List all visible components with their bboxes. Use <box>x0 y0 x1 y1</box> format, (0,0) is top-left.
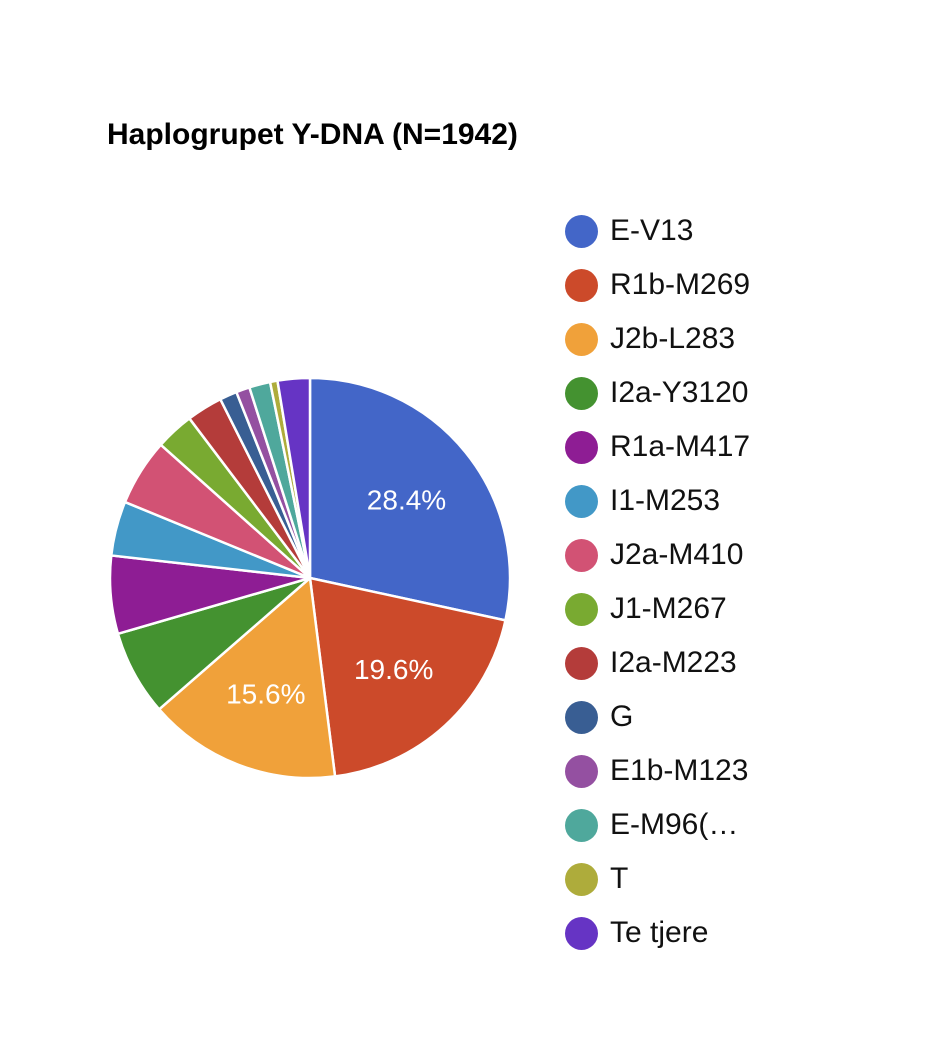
pie-slice-1 <box>308 376 512 622</box>
legend-swatch <box>565 592 598 626</box>
chart-title: Haplogrupet Y-DNA (N=1942) <box>107 118 518 151</box>
pie-slice-14 <box>276 376 312 580</box>
legend-swatch <box>565 214 598 248</box>
legend-label: E-V13 <box>610 214 694 247</box>
legend-swatch <box>565 376 598 410</box>
slice-value-label: 15.6% <box>226 678 305 709</box>
slice-value-label: 19.6% <box>354 654 433 685</box>
legend-label: T <box>610 862 629 895</box>
legend-swatch <box>565 322 598 356</box>
legend-label: R1b-M269 <box>610 268 751 301</box>
legend-item: I1-M253 <box>565 474 750 528</box>
legend-label: J1-M267 <box>610 592 727 625</box>
legend-swatch <box>565 916 598 950</box>
legend-swatch <box>565 808 598 842</box>
legend-swatch <box>565 538 598 572</box>
legend: E-V13 R1b-M269 J2b-L283 I2a-Y3120 R1a-M417 I1… <box>565 204 750 960</box>
legend-label: I2a-Y3120 <box>610 376 749 409</box>
legend-label: R1a-M417 <box>610 430 751 463</box>
legend-item: J2a-M410 <box>565 528 750 582</box>
legend-item: E1b-M123 <box>565 744 750 798</box>
pie-slice-2 <box>308 576 507 778</box>
legend-swatch <box>565 700 598 734</box>
legend-item: R1a-M417 <box>565 420 750 474</box>
legend-swatch <box>565 754 598 788</box>
legend-item: G <box>565 690 750 744</box>
legend-item: T <box>565 852 750 906</box>
legend-swatch <box>565 430 598 464</box>
legend-item: R1b-M269 <box>565 258 750 312</box>
legend-item: E-M96(… <box>565 798 750 852</box>
legend-label: J2a-M410 <box>610 538 744 571</box>
legend-item: I2a-M223 <box>565 636 750 690</box>
legend-label: I2a-M223 <box>610 646 737 679</box>
legend-swatch <box>565 646 598 680</box>
legend-item: E-V13 <box>565 204 750 258</box>
legend-label: Te tjere <box>610 916 709 949</box>
legend-swatch <box>565 484 598 518</box>
legend-label: E-M96(… <box>610 808 739 841</box>
legend-swatch <box>565 862 598 896</box>
legend-label: E1b-M123 <box>610 754 749 787</box>
legend-label: G <box>610 700 634 733</box>
legend-item: I2a-Y3120 <box>565 366 750 420</box>
legend-label: I1-M253 <box>610 484 721 517</box>
legend-item: J2b-L283 <box>565 312 750 366</box>
legend-item: Te tjere <box>565 906 750 960</box>
legend-label: J2b-L283 <box>610 322 736 355</box>
legend-swatch <box>565 268 598 302</box>
pie-slice-3 <box>157 576 337 780</box>
legend-item: J1-M267 <box>565 582 750 636</box>
slice-value-label: 28.4% <box>367 485 446 516</box>
